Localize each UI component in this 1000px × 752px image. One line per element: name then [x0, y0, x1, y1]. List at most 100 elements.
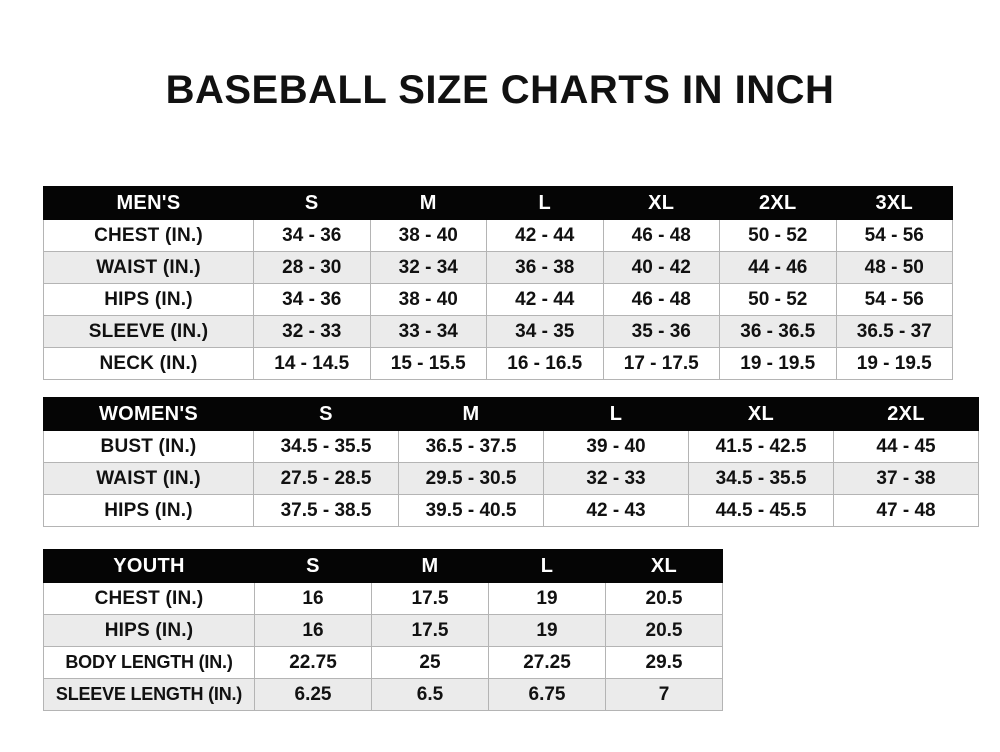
youth-size-chart: YOUTH S M L XL CHEST (IN.) 16 17.5 19 20.5 HIPS (…: [43, 549, 723, 711]
table-row: WAIST (IN.) 27.5 - 28.5 29.5 - 30.5 32 - 33…: [43, 462, 979, 495]
youth-size-header-s: S: [254, 549, 372, 583]
table-row: CHEST (IN.) 16 17.5 19 20.5: [43, 582, 723, 615]
mens-size-header-m: M: [369, 186, 487, 220]
measurement-label: WAIST (IN.): [43, 462, 254, 495]
measurement-value: 54 - 56: [835, 283, 953, 316]
measurement-label: WAIST (IN.): [43, 251, 254, 284]
mens-table-body: CHEST (IN.) 34 - 36 38 - 40 42 - 44 46 - 48 5…: [43, 219, 953, 380]
measurement-value: 32 - 33: [543, 462, 689, 495]
measurement-value: 19 - 19.5: [835, 347, 953, 380]
measurement-value: 28 - 30: [253, 251, 371, 284]
measurement-value: 50 - 52: [719, 283, 837, 316]
measurement-value: 42 - 43: [543, 494, 689, 527]
measurement-value: 6.75: [488, 678, 606, 711]
womens-size-header-l: L: [543, 397, 689, 431]
measurement-value: 54 - 56: [835, 219, 953, 252]
measurement-value: 20.5: [605, 582, 723, 615]
measurement-label: CHEST (IN.): [43, 582, 255, 615]
measurement-value: 36 - 38: [486, 251, 604, 284]
measurement-value: 50 - 52: [719, 219, 837, 252]
womens-size-header-2xl: 2XL: [833, 397, 979, 431]
measurement-value: 38 - 40: [369, 283, 487, 316]
measurement-label: HIPS (IN.): [43, 614, 255, 647]
youth-size-header-xl: XL: [605, 549, 723, 583]
measurement-value: 35 - 36: [602, 315, 720, 348]
youth-category-header: YOUTH: [43, 549, 255, 583]
measurement-value: 47 - 48: [833, 494, 979, 527]
measurement-value: 34.5 - 35.5: [253, 430, 399, 463]
measurement-value: 19: [488, 614, 606, 647]
mens-table-head: MEN'S S M L XL 2XL 3XL: [43, 186, 953, 220]
measurement-value: 41.5 - 42.5: [688, 430, 834, 463]
measurement-value: 29.5: [605, 646, 723, 679]
measurement-value: 6.25: [254, 678, 372, 711]
measurement-value: 19 - 19.5: [719, 347, 837, 380]
measurement-label: HIPS (IN.): [43, 494, 254, 527]
mens-size-header-s: S: [253, 186, 371, 220]
measurement-value: 44 - 45: [833, 430, 979, 463]
womens-category-header: WOMEN'S: [43, 397, 254, 431]
youth-size-header-m: M: [371, 549, 489, 583]
mens-size-header-3xl: 3XL: [835, 186, 953, 220]
measurement-label: SLEEVE LENGTH (IN.): [43, 678, 255, 711]
measurement-value: 42 - 44: [486, 283, 604, 316]
youth-header-row: YOUTH S M L XL: [43, 549, 723, 583]
measurement-value: 7: [605, 678, 723, 711]
measurement-value: 34 - 36: [253, 283, 371, 316]
measurement-value: 48 - 50: [835, 251, 953, 284]
measurement-value: 32 - 34: [369, 251, 487, 284]
measurement-label: SLEEVE (IN.): [43, 315, 254, 348]
measurement-value: 36.5 - 37: [835, 315, 953, 348]
measurement-value: 17 - 17.5: [602, 347, 720, 380]
measurement-value: 25: [371, 646, 489, 679]
table-row: WAIST (IN.) 28 - 30 32 - 34 36 - 38 40 - 42 4…: [43, 251, 953, 284]
measurement-value: 37 - 38: [833, 462, 979, 495]
measurement-value: 15 - 15.5: [369, 347, 487, 380]
measurement-value: 46 - 48: [602, 219, 720, 252]
measurement-value: 44.5 - 45.5: [688, 494, 834, 527]
measurement-label: NECK (IN.): [43, 347, 254, 380]
youth-table-head: YOUTH S M L XL: [43, 549, 723, 583]
table-row: HIPS (IN.) 37.5 - 38.5 39.5 - 40.5 42 - 43 4…: [43, 494, 979, 527]
measurement-value: 20.5: [605, 614, 723, 647]
mens-size-header-xl: XL: [602, 186, 720, 220]
womens-size-header-s: S: [253, 397, 399, 431]
womens-header-row: WOMEN'S S M L XL 2XL: [43, 397, 979, 431]
table-row: NECK (IN.) 14 - 14.5 15 - 15.5 16 - 16.5 17 …: [43, 347, 953, 380]
measurement-value: 16: [254, 582, 372, 615]
womens-size-header-xl: XL: [688, 397, 834, 431]
measurement-value: 39 - 40: [543, 430, 689, 463]
mens-size-header-2xl: 2XL: [719, 186, 837, 220]
measurement-value: 17.5: [371, 582, 489, 615]
measurement-label: BUST (IN.): [43, 430, 254, 463]
measurement-value: 33 - 34: [369, 315, 487, 348]
measurement-value: 44 - 46: [719, 251, 837, 284]
table-row: SLEEVE (IN.) 32 - 33 33 - 34 34 - 35 35 - 36…: [43, 315, 953, 348]
table-row: CHEST (IN.) 34 - 36 38 - 40 42 - 44 46 - 48 5…: [43, 219, 953, 252]
measurement-value: 27.25: [488, 646, 606, 679]
youth-table-body: CHEST (IN.) 16 17.5 19 20.5 HIPS (IN.) 16 17.5 1…: [43, 582, 723, 711]
mens-size-chart: MEN'S S M L XL 2XL 3XL CHEST (IN.) 34 - 36 38 - …: [43, 186, 953, 380]
womens-table-body: BUST (IN.) 34.5 - 35.5 36.5 - 37.5 39 - 40 4…: [43, 430, 979, 527]
mens-category-header: MEN'S: [43, 186, 254, 220]
mens-size-header-l: L: [486, 186, 604, 220]
table-row: BUST (IN.) 34.5 - 35.5 36.5 - 37.5 39 - 40 4…: [43, 430, 979, 463]
measurement-value: 16: [254, 614, 372, 647]
measurement-value: 36 - 36.5: [719, 315, 837, 348]
measurement-value: 29.5 - 30.5: [398, 462, 544, 495]
youth-size-header-l: L: [488, 549, 606, 583]
measurement-value: 46 - 48: [602, 283, 720, 316]
measurement-value: 19: [488, 582, 606, 615]
measurement-label: CHEST (IN.): [43, 219, 254, 252]
measurement-value: 39.5 - 40.5: [398, 494, 544, 527]
mens-header-row: MEN'S S M L XL 2XL 3XL: [43, 186, 953, 220]
measurement-value: 38 - 40: [369, 219, 487, 252]
measurement-value: 27.5 - 28.5: [253, 462, 399, 495]
page-title: BASEBALL SIZE CHARTS IN INCH: [165, 68, 835, 112]
measurement-label: BODY LENGTH (IN.): [43, 646, 255, 679]
measurement-value: 42 - 44: [486, 219, 604, 252]
measurement-value: 36.5 - 37.5: [398, 430, 544, 463]
womens-table-head: WOMEN'S S M L XL 2XL: [43, 397, 979, 431]
measurement-value: 14 - 14.5: [253, 347, 371, 380]
measurement-value: 34.5 - 35.5: [688, 462, 834, 495]
